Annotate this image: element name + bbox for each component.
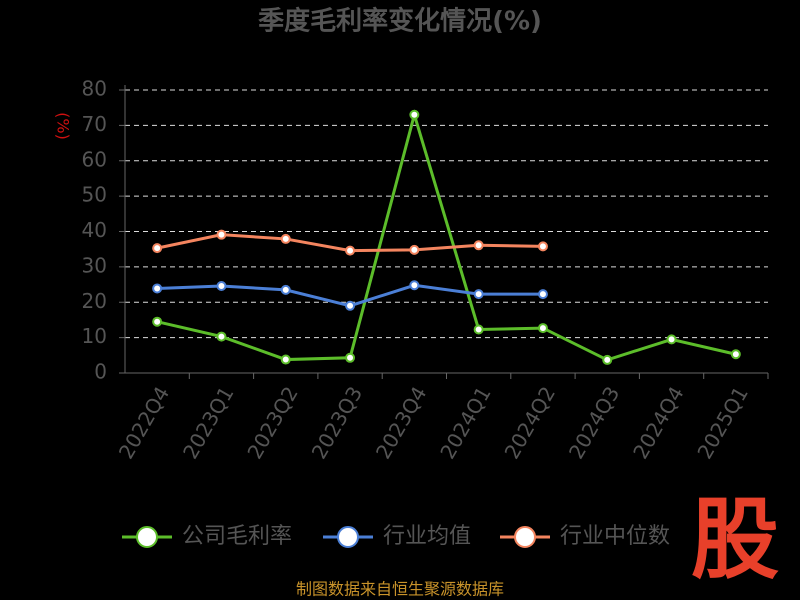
watermark: 股 <box>691 488 779 591</box>
y-tick-label: 50 <box>82 183 107 207</box>
series-line <box>156 109 737 362</box>
chart-title: 季度毛利率变化情况(%) <box>258 6 542 37</box>
data-point <box>216 280 227 291</box>
data-point <box>666 334 677 345</box>
data-point <box>473 324 484 335</box>
legend-label: 行业均值 <box>383 524 471 549</box>
y-tick-label: 10 <box>82 324 107 348</box>
data-point <box>473 240 484 251</box>
legend-marker <box>136 526 158 548</box>
data-point <box>280 284 291 295</box>
data-point <box>730 349 741 360</box>
data-point <box>537 289 548 300</box>
y-tick-label: 70 <box>82 112 107 136</box>
y-tick-label: 0 <box>94 360 107 384</box>
data-point <box>409 244 420 255</box>
data-point <box>537 323 548 334</box>
y-tick-label: 20 <box>82 289 107 313</box>
data-point <box>280 233 291 244</box>
data-point <box>152 243 163 254</box>
data-point <box>216 331 227 342</box>
data-point <box>345 300 356 311</box>
data-point <box>280 354 291 365</box>
data-point <box>216 229 227 240</box>
data-point <box>537 241 548 252</box>
data-point <box>345 245 356 256</box>
y-tick-label: 40 <box>82 218 107 242</box>
data-point <box>345 352 356 363</box>
data-point <box>409 109 420 120</box>
data-point <box>152 283 163 294</box>
legend-marker <box>514 526 536 548</box>
y-tick-label: 80 <box>82 77 107 101</box>
y-tick-label: 30 <box>82 253 107 277</box>
y-tick-label: 60 <box>82 147 107 171</box>
y-axis-label: (%) <box>54 112 73 140</box>
legend-marker <box>337 526 359 548</box>
data-point <box>409 280 420 291</box>
source-note: 制图数据来自恒生聚源数据库 <box>296 580 504 599</box>
legend-label: 公司毛利率 <box>182 524 292 549</box>
data-point <box>473 289 484 300</box>
legend-label: 行业中位数 <box>560 524 670 549</box>
data-point <box>152 316 163 327</box>
data-point <box>602 354 613 365</box>
